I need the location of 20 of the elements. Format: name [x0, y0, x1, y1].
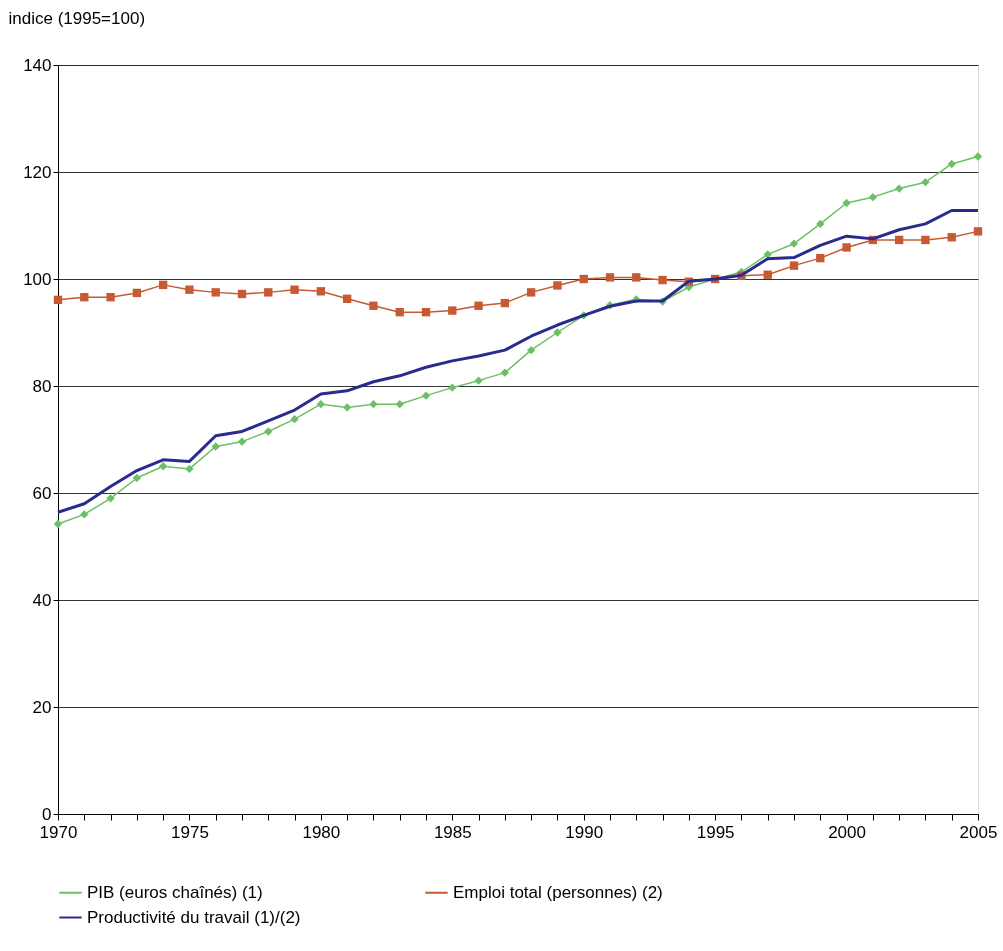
legend-label: PIB (euros chaînés) (1) [87, 882, 263, 902]
x-tick-label: 2000 [828, 822, 866, 842]
y-axis-title: indice (1995=100) [8, 8, 146, 28]
y-tick-label: 40 [32, 590, 52, 610]
x-tick-label: 1975 [171, 822, 209, 842]
x-tick-label: 1985 [433, 822, 472, 842]
y-tick-label: 20 [32, 697, 52, 717]
x-tick-label: 1995 [696, 822, 735, 842]
y-tick-label: 0 [42, 804, 52, 824]
x-tick-label: 2005 [959, 822, 998, 842]
legend-label: Productivité du travail (1)/(2) [87, 907, 301, 927]
y-tick-label: 60 [32, 483, 52, 503]
y-tick-label: 80 [32, 376, 52, 396]
x-tick-label: 1970 [39, 822, 78, 842]
y-tick-label: 100 [23, 269, 52, 289]
x-tick-label: 1980 [302, 822, 341, 842]
legend-label: Emploi total (personnes) (2) [453, 882, 663, 902]
y-tick-label: 140 [23, 55, 52, 75]
x-tick-label: 1990 [565, 822, 604, 842]
y-tick-label: 120 [23, 162, 52, 182]
